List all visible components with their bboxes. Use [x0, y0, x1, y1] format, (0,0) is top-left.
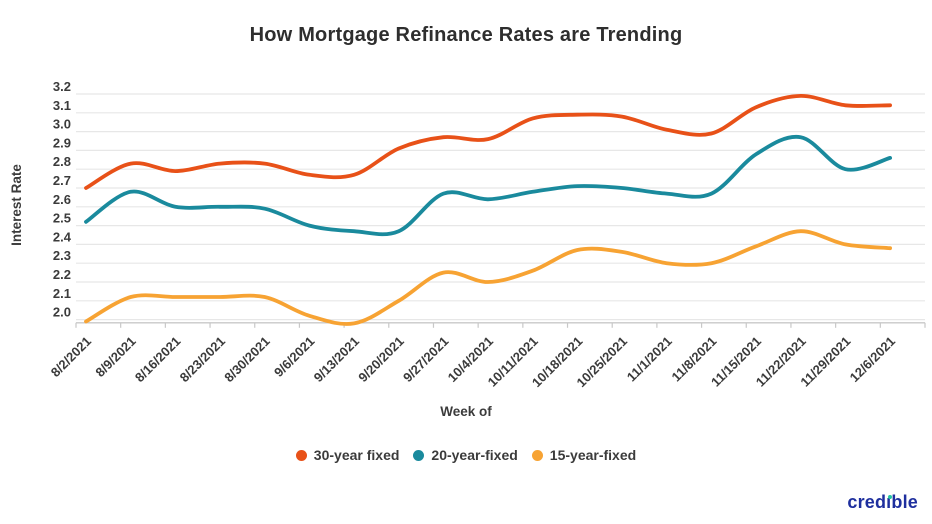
credible-logo-text: credıble	[847, 492, 918, 512]
y-tick-label: 2.5	[53, 211, 71, 226]
legend-item-20-year-fixed: 20-year-fixed	[413, 447, 518, 463]
x-tick-label: 11/1/2021	[624, 334, 675, 385]
y-tick-label: 2.0	[53, 305, 71, 320]
y-tick-label: 3.1	[53, 98, 71, 113]
legend-item-15-year-fixed: 15-year-fixed	[531, 447, 637, 463]
logo-i-dot-icon	[888, 495, 893, 499]
x-tick-label: 8/9/2021	[92, 334, 138, 380]
y-tick-label: 2.1	[53, 286, 71, 301]
series-line-30-year-fixed	[84, 93, 892, 190]
series-line-15-year-fixed	[84, 229, 892, 326]
x-tick-label: 8/16/2021	[132, 334, 184, 386]
legend-label: 30-year fixed	[313, 447, 400, 463]
credible-logo: credıble	[847, 492, 918, 513]
chart-title: How Mortgage Refinance Rates are Trendin…	[249, 24, 683, 46]
x-tick-label: 12/6/2021	[847, 334, 899, 386]
legend-item-30-year-fixed: 30-year fixed	[295, 447, 400, 463]
legend-dot-icon	[413, 449, 425, 461]
series-line-20-year-fixed	[84, 134, 892, 237]
y-tick-label: 2.3	[53, 248, 71, 263]
y-tick-label: 2.9	[53, 135, 71, 150]
y-tick-label: 2.7	[53, 173, 71, 188]
x-tick-label: 8/2/2021	[48, 334, 94, 380]
legend-label: 20-year-fixed	[431, 447, 518, 463]
y-tick-label: 2.8	[53, 154, 71, 169]
x-tick-label: 9/27/2021	[400, 334, 452, 386]
y-tick-label: 2.2	[53, 267, 71, 282]
legend-label: 15-year-fixed	[549, 447, 637, 463]
y-tick-label: 2.6	[53, 192, 71, 207]
chart-legend: 30-year fixed 20-year-fixed 15-year-fixed	[0, 447, 932, 463]
x-tick-label: 9/20/2021	[355, 334, 407, 386]
x-tick-label: 9/6/2021	[271, 334, 317, 380]
legend-dot-icon	[295, 449, 307, 461]
x-tick-label: 9/13/2021	[311, 334, 363, 386]
y-tick-label: 3.0	[53, 117, 71, 132]
x-tick-label: 8/23/2021	[177, 334, 229, 386]
y-tick-label: 3.2	[53, 79, 71, 94]
y-tick-label: 2.4	[53, 229, 72, 244]
x-axis-title: Week of	[440, 404, 492, 419]
legend-dot-icon	[531, 449, 543, 461]
x-tick-label: 8/30/2021	[221, 334, 273, 386]
